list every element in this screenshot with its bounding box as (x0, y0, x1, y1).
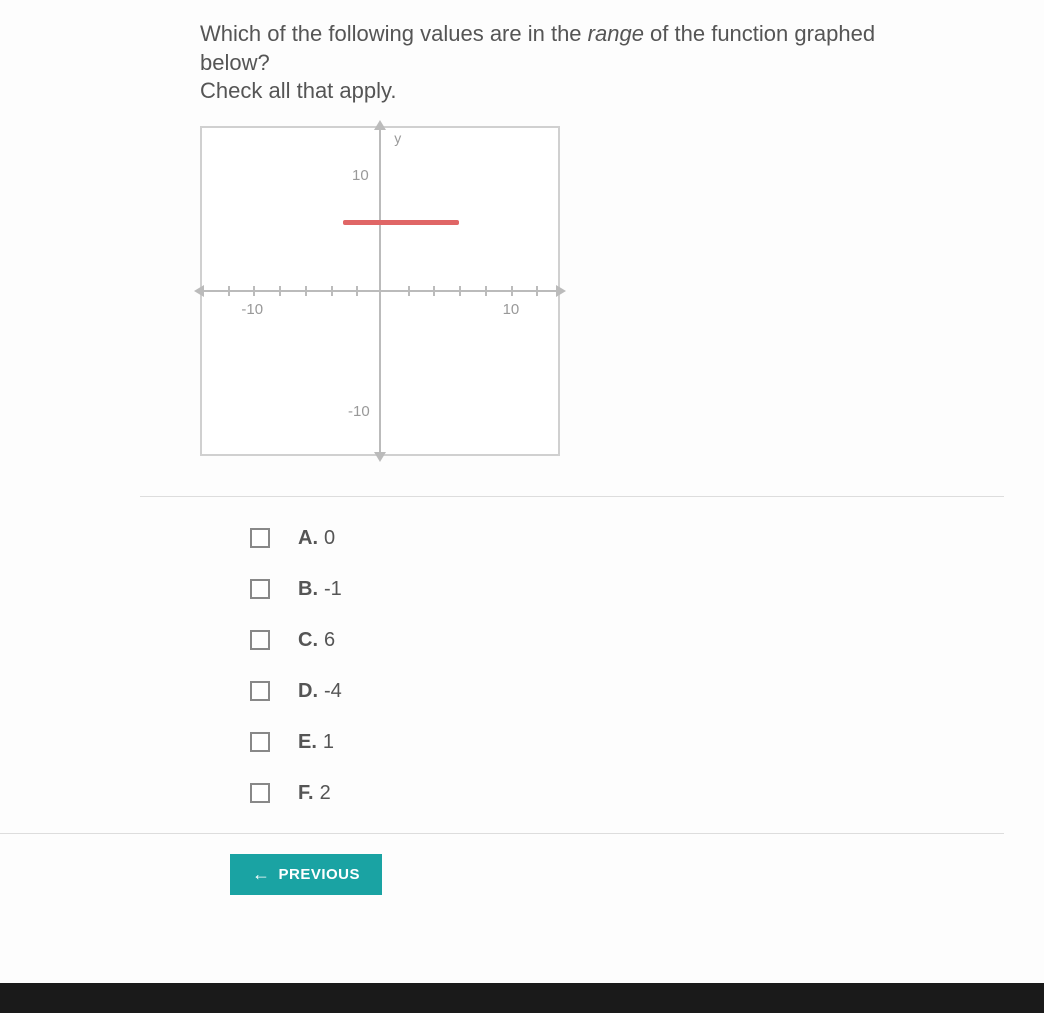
arrow-right-icon (556, 285, 566, 297)
function-line (343, 220, 459, 225)
arrow-down-icon (374, 452, 386, 462)
question-text: Which of the following values are in the… (200, 20, 920, 106)
option-letter: C. (298, 629, 318, 652)
x-tick (408, 286, 410, 296)
y-axis (379, 128, 381, 454)
x-tick (253, 286, 255, 296)
checkbox[interactable] (250, 579, 270, 599)
option-row[interactable]: C. 6 (250, 629, 1044, 652)
bottom-bar (0, 983, 1044, 1013)
option-row[interactable]: B. -1 (250, 578, 1044, 601)
option-value: 6 (324, 629, 335, 652)
checkbox[interactable] (250, 681, 270, 701)
option-value: 2 (320, 782, 331, 805)
bottom-divider (0, 833, 1004, 834)
x-tick (305, 286, 307, 296)
question-prefix: Which of the following values are in the (200, 21, 588, 46)
checkbox[interactable] (250, 528, 270, 548)
checkbox[interactable] (250, 783, 270, 803)
question-line2: Check all that apply. (200, 78, 396, 103)
x-tick (511, 286, 513, 296)
option-value: -1 (324, 578, 342, 601)
x-tick (433, 286, 435, 296)
previous-label: PREVIOUS (279, 866, 361, 883)
option-value: 0 (324, 527, 335, 550)
arrow-up-icon (374, 120, 386, 130)
checkbox[interactable] (250, 732, 270, 752)
option-letter: D. (298, 680, 318, 703)
option-letter: B. (298, 578, 318, 601)
option-letter: F. (298, 782, 314, 805)
answer-options: A. 0 B. -1 C. 6 D. -4 E. 1 F. 2 (250, 527, 1044, 805)
x-pos-label: 10 (503, 301, 520, 318)
y-neg-label: -10 (348, 403, 370, 420)
x-tick (331, 286, 333, 296)
option-row[interactable]: D. -4 (250, 680, 1044, 703)
x-tick (279, 286, 281, 296)
arrow-left-icon: ← (252, 864, 271, 885)
option-row[interactable]: F. 2 (250, 782, 1044, 805)
y-pos-label: 10 (352, 167, 369, 184)
x-tick (459, 286, 461, 296)
x-tick (536, 286, 538, 296)
option-value: -4 (324, 680, 342, 703)
divider (140, 496, 1004, 497)
option-letter: E. (298, 731, 317, 754)
checkbox[interactable] (250, 630, 270, 650)
question-page: Which of the following values are in the… (0, 0, 1044, 1013)
option-row[interactable]: E. 1 (250, 731, 1044, 754)
option-row[interactable]: A. 0 (250, 527, 1044, 550)
function-graph: y 10 -10 -10 10 (200, 126, 560, 456)
x-tick (228, 286, 230, 296)
arrow-left-icon (194, 285, 204, 297)
previous-button[interactable]: ← PREVIOUS (230, 854, 382, 895)
x-tick (485, 286, 487, 296)
x-neg-label: -10 (241, 301, 263, 318)
option-letter: A. (298, 527, 318, 550)
option-value: 1 (323, 731, 334, 754)
question-emph: range (588, 21, 644, 46)
x-tick (356, 286, 358, 296)
y-axis-title: y (394, 130, 401, 146)
